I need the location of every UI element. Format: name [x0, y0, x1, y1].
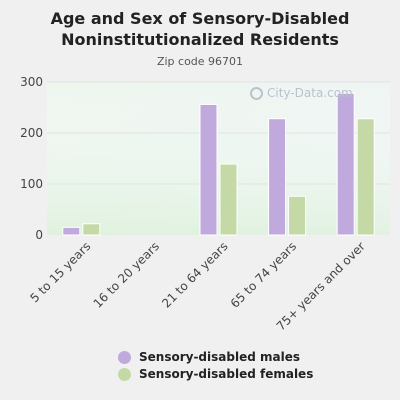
x-tick-label: 65 to 74 years: [228, 239, 299, 310]
x-tick-label: 5 to 15 years: [27, 239, 93, 305]
chart-title-line-1: Age and Sex of Sensory-Disabled: [50, 9, 350, 28]
chart-title-line-2: Noninstitutionalized Residents: [61, 30, 339, 49]
y-tick-label: 100: [20, 177, 43, 191]
magnifier-icon: [250, 86, 263, 100]
watermark-text: City-Data.com: [267, 86, 353, 100]
bar-males: [268, 118, 287, 236]
plot-area-shade: [47, 82, 390, 235]
x-tick-label: 21 to 64 years: [159, 239, 230, 310]
chart-title: Age and Sex of Sensory-Disabled Noninsti…: [0, 8, 400, 50]
legend-label-females: Sensory-disabled females: [139, 367, 314, 381]
legend: Sensory-disabled males Sensory-disabled …: [118, 349, 313, 383]
bar-females: [288, 195, 307, 236]
legend-swatch-females: [118, 367, 131, 381]
bar-males: [199, 103, 218, 236]
bar-males: [62, 226, 81, 236]
y-tick-label: 300: [20, 75, 43, 89]
chart-subtitle: Zip code 96701: [156, 55, 244, 68]
watermark: City-Data.com: [250, 86, 353, 100]
bar-females: [82, 223, 101, 236]
y-tick-label: 200: [20, 126, 43, 140]
bar-females: [356, 118, 375, 236]
legend-swatch-males: [118, 350, 131, 364]
y-tick-label: 0: [35, 228, 43, 242]
legend-item-males: Sensory-disabled males: [118, 349, 313, 365]
legend-item-females: Sensory-disabled females: [118, 366, 313, 382]
legend-label-males: Sensory-disabled males: [139, 350, 300, 364]
bar-females: [219, 163, 238, 236]
bar-males: [336, 92, 355, 236]
x-tick-label: 16 to 20 years: [91, 239, 162, 310]
